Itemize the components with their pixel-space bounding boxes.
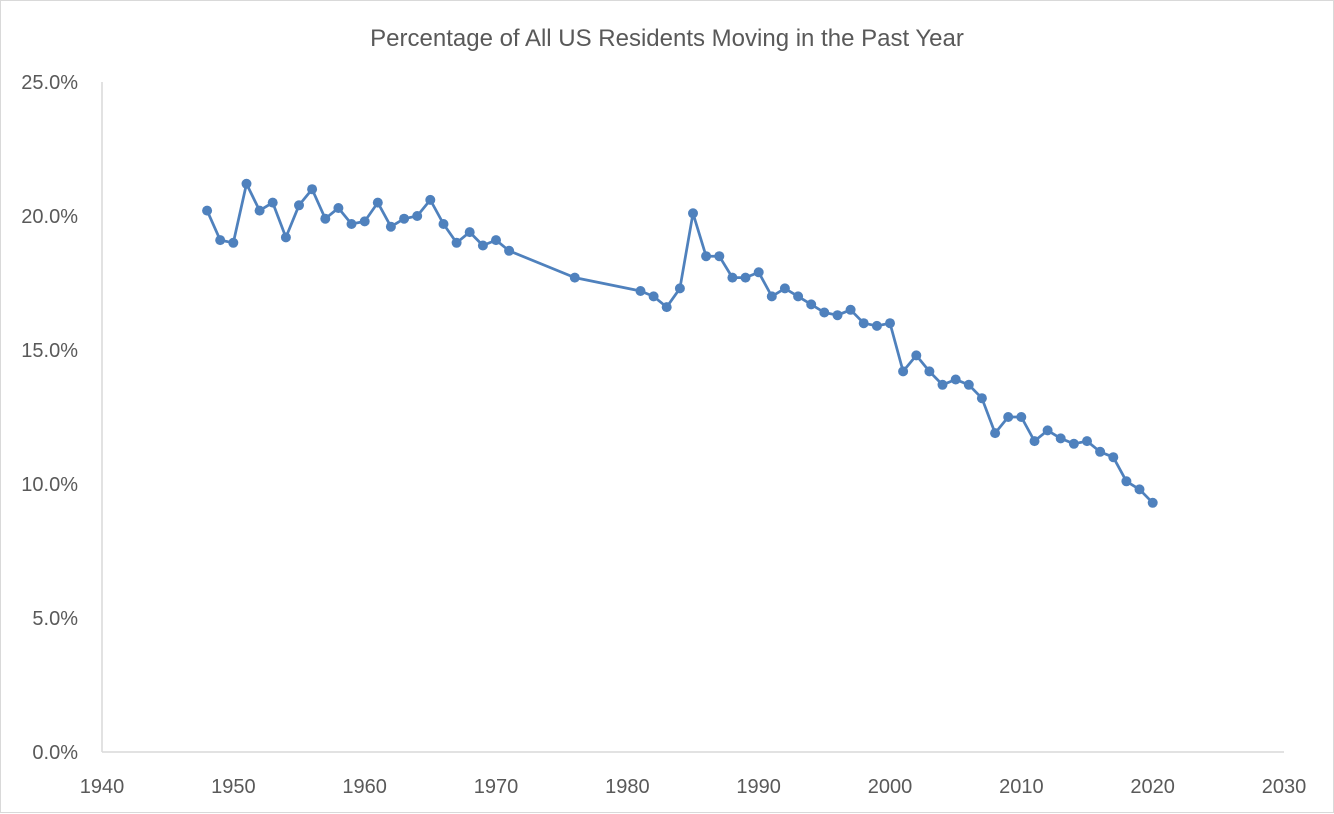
data-point [359,216,370,227]
data-point [412,211,423,221]
y-tick-label: 10.0% [21,474,78,496]
chart-title: Percentage of All US Residents Moving in… [370,25,964,52]
data-point [1029,436,1040,447]
data-point [1121,476,1132,487]
data-point [320,213,331,224]
x-tick-label: 2030 [1262,776,1307,798]
data-point [990,428,1001,439]
data-point [491,235,501,246]
data-point [806,299,817,310]
data-point [701,251,712,262]
data-point [1055,433,1066,444]
data-point [307,184,318,195]
data-point [871,320,882,331]
series-line [205,182,1155,505]
y-tick-label: 20.0% [21,206,78,228]
y-tick-label: 0.0% [32,742,78,764]
y-tick-label: 5.0% [32,608,78,630]
data-point [267,197,278,208]
data-point [1095,446,1106,457]
data-point [779,283,790,294]
data-point [372,197,383,208]
data-point [714,251,725,262]
data-point [832,310,843,321]
data-point [819,307,830,318]
y-tick-label: 15.0% [21,340,78,362]
x-tick-label: 1960 [342,776,387,798]
data-point [1003,412,1014,422]
data-point [280,232,291,243]
data-point [963,379,974,390]
data-point [294,200,304,211]
data-point [793,291,804,302]
series-layer [202,178,1158,508]
data-point [385,221,396,232]
data-point [504,245,515,256]
data-point [254,205,265,216]
data-point [845,304,856,315]
data-point [464,227,475,238]
y-tick-label: 25.0% [21,72,78,94]
data-point [924,366,935,377]
data-point [648,291,659,302]
data-point [438,219,449,229]
data-point [1042,425,1053,436]
data-point [228,237,239,248]
data-point [635,286,646,296]
x-tick-label: 1950 [211,776,256,798]
data-point [399,213,410,224]
data-point [976,393,987,404]
data-point [1016,412,1027,422]
x-tick-label: 2020 [1130,776,1175,798]
x-tick-label: 2010 [999,776,1044,798]
data-point [727,272,738,283]
data-point [569,272,580,283]
data-point [346,219,357,229]
data-point [950,374,961,385]
data-point [1147,497,1158,508]
data-point [937,379,948,390]
data-point [661,302,672,313]
data-point [451,237,462,248]
x-tick-label: 2000 [868,776,913,798]
data-point [425,194,436,205]
x-tick-label: 1980 [605,776,650,798]
data-point [753,267,764,278]
data-point [1134,484,1145,495]
data-point [333,203,344,213]
x-tick-label: 1940 [80,776,125,798]
data-point [1068,438,1079,449]
data-point [215,235,226,246]
data-point [202,205,213,216]
data-point [477,240,488,251]
x-tick-label: 1990 [736,776,781,798]
data-point [766,291,777,302]
data-point [885,318,895,329]
data-point [674,283,685,294]
x-tick-label: 1970 [474,776,519,798]
data-point [858,318,869,329]
data-point [898,366,909,377]
data-point [1082,436,1092,447]
data-point [740,272,751,283]
data-point [911,350,922,361]
axes: 0.0% 5.0% 10.0% 15.0% 20.0% 25.0% 1940 1950 1960… [21,72,1306,798]
data-point [241,178,252,189]
data-point [688,208,698,219]
data-point [1108,452,1119,463]
